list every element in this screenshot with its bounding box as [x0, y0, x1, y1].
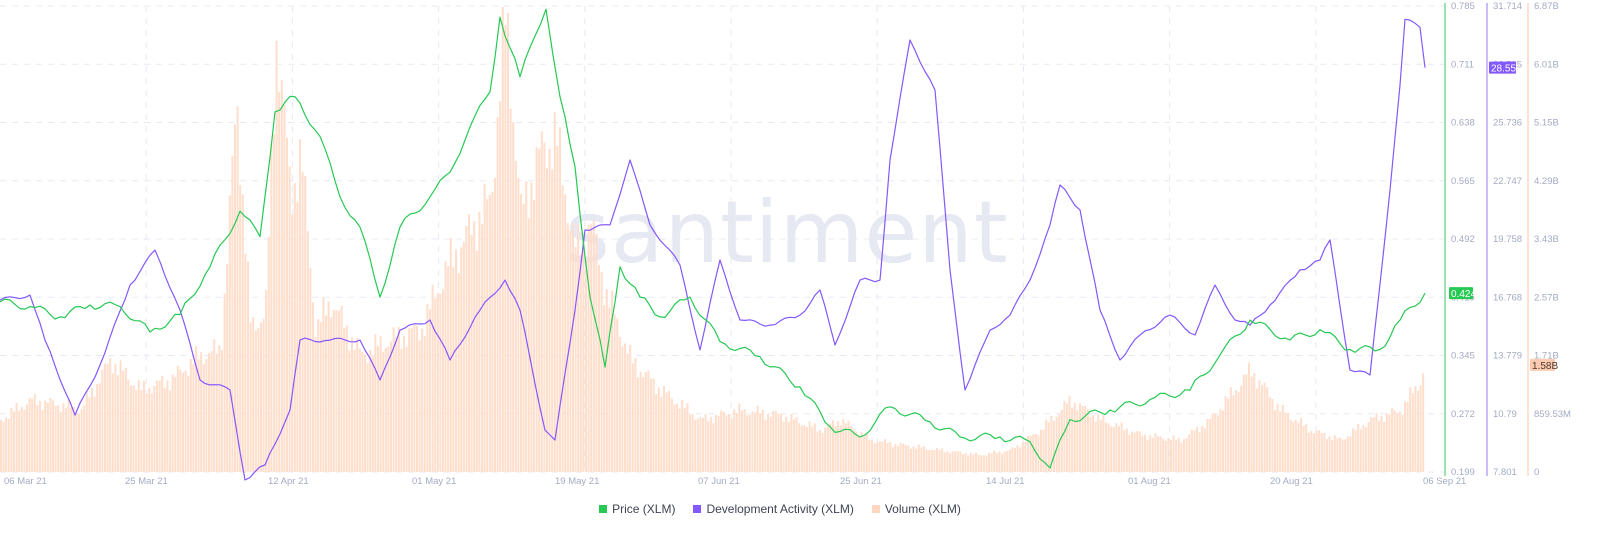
svg-text:22.747: 22.747 — [1493, 176, 1522, 187]
legend-item-price[interactable]: Price (XLM) — [599, 502, 675, 516]
x-axis: 06 Mar 21 25 Mar 21 12 Apr 21 01 May 21 19 M… — [4, 476, 1466, 487]
legend-item-dev-activity[interactable]: Development Activity (XLM) — [693, 502, 854, 516]
svg-text:19 May 21: 19 May 21 — [555, 476, 599, 487]
svg-text:0.199: 0.199 — [1451, 467, 1475, 478]
svg-text:20 Aug 21: 20 Aug 21 — [1270, 476, 1313, 487]
svg-text:0.638: 0.638 — [1451, 118, 1475, 129]
svg-text:0.565: 0.565 — [1451, 176, 1475, 187]
svg-text:0: 0 — [1534, 467, 1539, 478]
svg-text:1.58B: 1.58B — [1532, 361, 1558, 372]
development-activity-line — [0, 18, 1426, 481]
svg-text:06 Sep 21: 06 Sep 21 — [1423, 476, 1466, 487]
dev-activity-swatch-icon — [693, 505, 702, 513]
svg-text:25 Jun 21: 25 Jun 21 — [840, 476, 882, 487]
svg-text:01 Aug 21: 01 Aug 21 — [1128, 476, 1171, 487]
svg-text:0.345: 0.345 — [1451, 351, 1475, 362]
svg-text:1.71B: 1.71B — [1534, 351, 1559, 362]
volume-bars — [0, 7, 1425, 472]
price-swatch-icon — [599, 505, 608, 513]
current-value-badges: 0.424 28.55 1.58B — [1449, 61, 1558, 372]
svg-text:2.57B: 2.57B — [1534, 292, 1559, 303]
svg-text:3.43B: 3.43B — [1534, 234, 1559, 245]
svg-text:12 Apr 21: 12 Apr 21 — [268, 476, 309, 487]
svg-text:0.492: 0.492 — [1451, 234, 1475, 245]
legend-item-volume[interactable]: Volume (XLM) — [871, 502, 961, 516]
svg-text:28.55: 28.55 — [1491, 64, 1516, 75]
svg-text:06 Mar 21: 06 Mar 21 — [4, 476, 47, 487]
watermark: santiment — [565, 183, 1009, 283]
svg-text:0.785: 0.785 — [1451, 1, 1475, 12]
volume-swatch-icon — [871, 505, 880, 513]
legend-label: Development Activity (XLM) — [706, 502, 854, 516]
price-line — [0, 8, 1426, 469]
svg-text:01 May 21: 01 May 21 — [412, 476, 456, 487]
svg-text:31.714: 31.714 — [1493, 1, 1522, 12]
svg-text:14 Jul 21: 14 Jul 21 — [986, 476, 1025, 487]
legend-label: Price (XLM) — [612, 502, 676, 516]
svg-text:4.29B: 4.29B — [1534, 176, 1559, 187]
svg-text:0.424: 0.424 — [1451, 289, 1476, 300]
svg-text:859.53M: 859.53M — [1534, 409, 1571, 420]
svg-text:0.711: 0.711 — [1451, 59, 1474, 70]
svg-text:25 Mar 21: 25 Mar 21 — [125, 476, 168, 487]
svg-text:6.01B: 6.01B — [1534, 59, 1559, 70]
svg-text:25.736: 25.736 — [1493, 118, 1522, 129]
svg-text:6.87B: 6.87B — [1534, 1, 1559, 12]
svg-text:19.758: 19.758 — [1493, 234, 1522, 245]
legend-label: Volume (XLM) — [884, 502, 961, 516]
svg-text:0.272: 0.272 — [1451, 409, 1475, 420]
svg-text:10.79: 10.79 — [1493, 409, 1517, 420]
svg-text:7.801: 7.801 — [1493, 467, 1517, 478]
svg-text:07 Jun 21: 07 Jun 21 — [698, 476, 740, 487]
svg-text:16.768: 16.768 — [1493, 292, 1522, 303]
legend: Price (XLM) Development Activity (XLM) V… — [0, 502, 1560, 516]
svg-text:5.15B: 5.15B — [1534, 118, 1559, 129]
svg-text:13.779: 13.779 — [1493, 351, 1522, 362]
